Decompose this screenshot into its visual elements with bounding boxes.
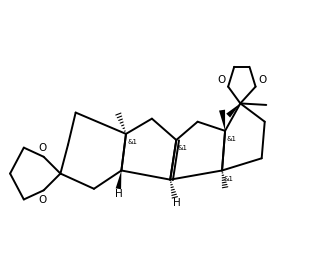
Text: O: O (38, 195, 46, 205)
Text: O: O (217, 75, 226, 85)
Polygon shape (219, 110, 225, 131)
Text: H: H (115, 189, 123, 199)
Text: O: O (38, 143, 46, 153)
Text: &1: &1 (178, 146, 188, 151)
Polygon shape (116, 171, 121, 189)
Polygon shape (226, 103, 240, 118)
Text: H: H (173, 198, 181, 208)
Text: &1: &1 (227, 136, 237, 142)
Text: &1: &1 (223, 176, 234, 182)
Text: &1: &1 (128, 139, 137, 145)
Text: O: O (258, 75, 266, 85)
